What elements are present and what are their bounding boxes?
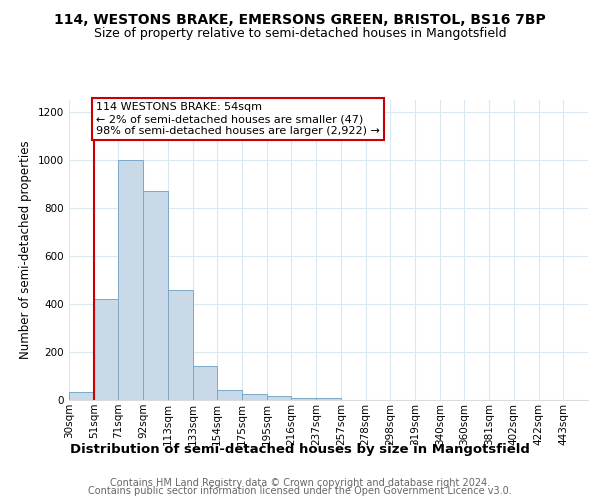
Text: 114, WESTONS BRAKE, EMERSONS GREEN, BRISTOL, BS16 7BP: 114, WESTONS BRAKE, EMERSONS GREEN, BRIS… [54,12,546,26]
Bar [292,398,316,400]
Bar [168,290,193,400]
Text: Distribution of semi-detached houses by size in Mangotsfield: Distribution of semi-detached houses by … [70,442,530,456]
Bar [193,366,217,400]
Text: 114 WESTONS BRAKE: 54sqm
← 2% of semi-detached houses are smaller (47)
98% of se: 114 WESTONS BRAKE: 54sqm ← 2% of semi-de… [96,102,380,136]
Bar [316,398,341,400]
Bar [69,392,94,400]
Text: Size of property relative to semi-detached houses in Mangotsfield: Size of property relative to semi-detach… [94,28,506,40]
Bar [94,299,118,400]
Y-axis label: Number of semi-detached properties: Number of semi-detached properties [19,140,32,360]
Bar [267,396,292,400]
Bar [242,394,267,400]
Bar [143,191,168,400]
Text: Contains HM Land Registry data © Crown copyright and database right 2024.: Contains HM Land Registry data © Crown c… [110,478,490,488]
Bar [118,160,143,400]
Bar [217,390,242,400]
Text: Contains public sector information licensed under the Open Government Licence v3: Contains public sector information licen… [88,486,512,496]
